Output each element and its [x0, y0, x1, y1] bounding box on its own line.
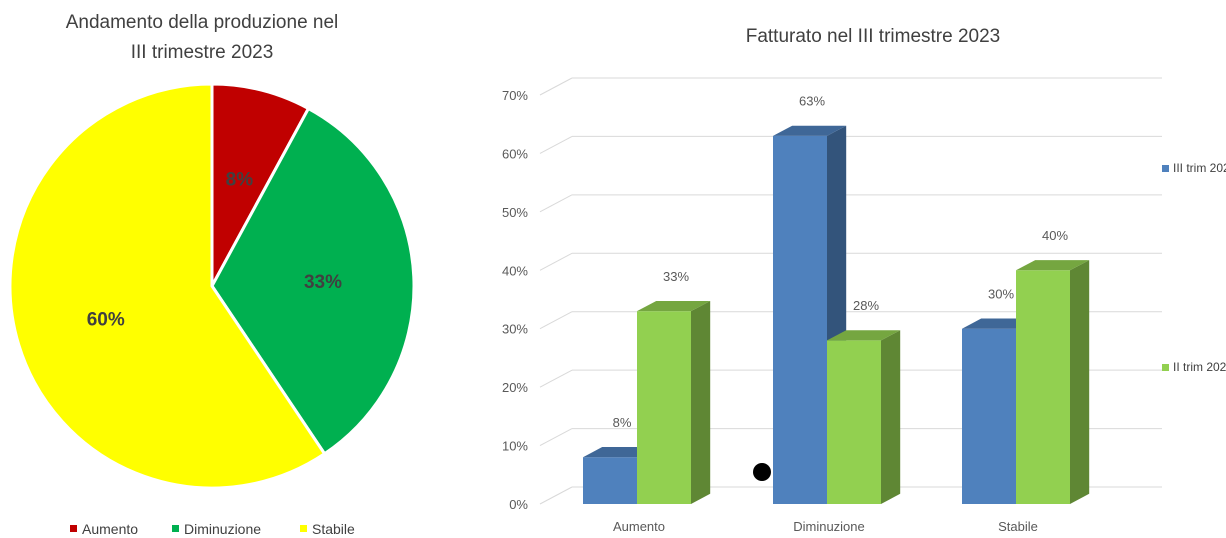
bar-top — [637, 300, 711, 312]
pie-legend-label-diminuzione: Diminuzione — [184, 521, 261, 537]
y-tick-label: 20% — [502, 380, 528, 395]
pie-chart: Andamento della produzione nel III trime… — [8, 12, 416, 537]
bar-stabile-series-2 — [1016, 260, 1090, 504]
pie-title-line-2: III trimestre 2023 — [131, 42, 274, 63]
bar-diminuzione-series-2 — [827, 330, 901, 504]
pie-legend-marker-stabile — [300, 525, 307, 532]
bar-front — [637, 311, 691, 504]
y-tick-label: 40% — [502, 263, 528, 278]
bar-aumento-series-2 — [637, 300, 711, 504]
pie-title-line-1: Andamento della produzione nel — [66, 12, 339, 33]
pie-legend-label-stabile: Stabile — [312, 521, 355, 537]
bar-front — [962, 328, 1016, 504]
y-tick-label: 50% — [502, 205, 528, 220]
y-tick-label: 30% — [502, 322, 528, 337]
grid-diag — [539, 486, 573, 505]
x-tick-label-diminuzione: Diminuzione — [793, 519, 865, 534]
bar-side — [1070, 260, 1090, 504]
bar-legend-marker-2 — [1162, 364, 1169, 371]
bar-front — [827, 340, 881, 504]
grid-diag — [539, 135, 573, 154]
bar-top — [773, 125, 847, 136]
grid-diag — [539, 252, 573, 271]
bar-top — [827, 330, 901, 341]
bar-front — [1016, 270, 1070, 504]
x-tick-label-stabile: Stabile — [998, 519, 1038, 534]
pie-slice-aumento — [210, 82, 311, 287]
data-label-stabile-series-2: 40% — [1042, 228, 1068, 243]
pie-slice-stabile — [8, 82, 327, 490]
pie-legend-marker-aumento — [70, 525, 77, 532]
pie-legend-label-aumento: Aumento — [82, 521, 138, 537]
pie-label-aumento: 8% — [226, 169, 254, 190]
grid-diag — [539, 77, 573, 96]
bar-title: Fatturato nel III trimestre 2023 — [746, 26, 1001, 47]
bar-front — [773, 135, 827, 504]
cursor-dot — [753, 463, 771, 481]
bar-side — [691, 300, 711, 504]
bar-side — [881, 330, 901, 504]
bar-chart: Fatturato nel III trimestre 2023 0% 10% 20… — [502, 26, 1226, 534]
bar-front — [583, 457, 637, 504]
y-tick-label: 0% — [509, 497, 528, 512]
pie-slice-diminuzione — [210, 106, 416, 456]
grid-diag — [539, 369, 573, 388]
bar-legend-label-2: II trim 2023 — [1173, 360, 1226, 374]
bar-legend-label-1: III trim 2023 — [1173, 161, 1226, 175]
data-label-aumento-series-2: 33% — [663, 269, 689, 284]
y-tick-label: 70% — [502, 88, 528, 103]
y-tick-label: 60% — [502, 146, 528, 161]
x-tick-label-aumento: Aumento — [613, 519, 665, 534]
bar-legend-marker-1 — [1162, 165, 1169, 172]
bar-diminuzione-series-1 — [773, 125, 847, 504]
data-label-aumento-series-1: 8% — [613, 415, 632, 430]
data-label-stabile-series-1: 30% — [988, 287, 1014, 302]
y-tick-label: 10% — [502, 439, 528, 454]
bar-top — [1016, 260, 1090, 271]
grid-diag — [539, 194, 573, 213]
pie-label-stabile: 60% — [87, 309, 125, 330]
pie-legend-marker-diminuzione — [172, 525, 179, 532]
data-label-diminuzione-series-2: 28% — [853, 298, 879, 313]
grid-diag — [539, 428, 573, 447]
pie-label-diminuzione: 33% — [304, 272, 342, 293]
data-label-diminuzione-series-1: 63% — [799, 94, 825, 109]
grid-diag — [539, 311, 573, 330]
